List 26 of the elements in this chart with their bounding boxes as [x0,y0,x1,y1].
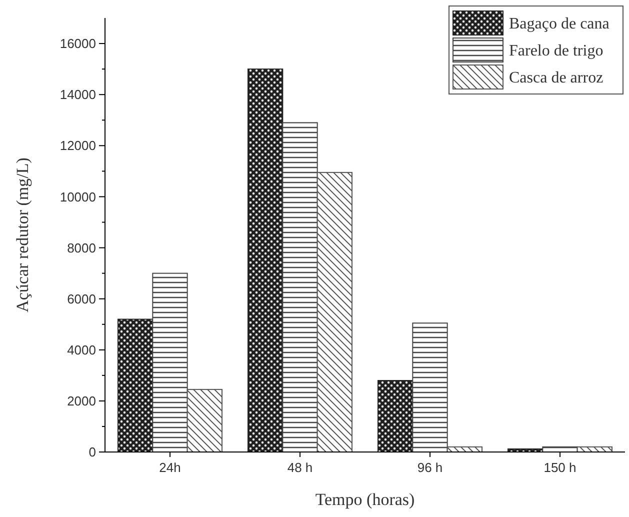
bar [282,122,318,452]
y-axis-title: Açúcar redutor (mg/L) [13,158,32,312]
bar [378,380,414,452]
y-tick-label: 10000 [60,189,96,204]
y-tick-label: 4000 [67,342,96,358]
legend-label: Farelo de trigo [509,42,604,60]
x-axis-title: Tempo (horas) [315,490,415,509]
y-tick-label: 14000 [60,87,96,102]
legend-label: Bagaço de cana [509,16,610,33]
y-tick-label: 0 [88,444,96,460]
y-tick-label: 16000 [60,36,96,52]
bar [248,68,284,452]
bar [186,388,222,452]
bar [412,322,448,452]
x-tick-label: 48 h [287,460,313,475]
bar [152,272,188,452]
bar [118,318,154,452]
legend-label: Casca de arroz [509,70,604,87]
x-tick-label: 96 h [417,460,443,475]
x-tick-label: 24h [159,460,181,475]
x-tick-label: 150 h [544,460,576,475]
y-tick-label: 2000 [67,393,96,408]
bar [316,172,352,452]
y-tick-label: 6000 [67,291,96,306]
y-tick-label: 8000 [67,240,96,256]
y-tick-label: 12000 [60,138,96,154]
